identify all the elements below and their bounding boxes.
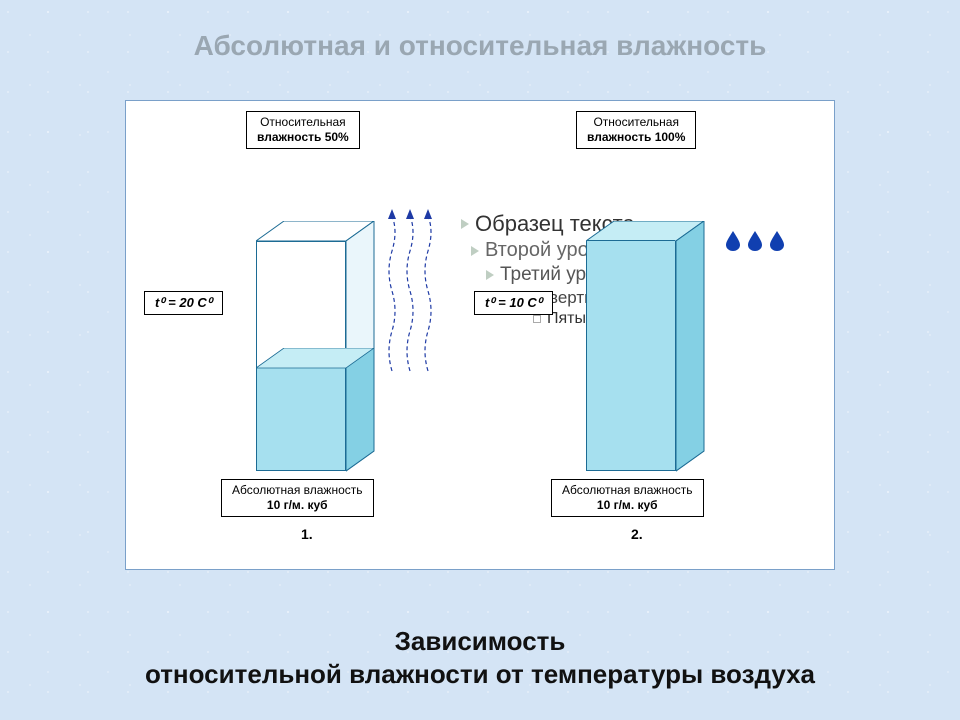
- bullet-icon: [471, 246, 479, 256]
- left-abs-humidity: Абсолютная влажность 10 г/м. куб: [221, 479, 374, 517]
- right-rel-humidity: Относительная влажность 100%: [576, 111, 696, 149]
- right-figure-num: 2.: [631, 526, 643, 542]
- bullet-icon: [533, 315, 541, 323]
- tank-right: [586, 221, 704, 471]
- right-temp: t⁰ = 10 C⁰: [474, 291, 553, 315]
- right-abs-humidity: Абсолютная влажность 10 г/м. куб: [551, 479, 704, 517]
- left-figure-num: 1.: [301, 526, 313, 542]
- left-temp: t⁰ = 20 C⁰: [144, 291, 223, 315]
- drop-icon: [770, 231, 784, 251]
- evaporation-arrows-icon: [384, 191, 439, 381]
- drop-icon: [748, 231, 762, 251]
- diagram-panel: Образец текста Второй уровень Третий уро…: [125, 100, 835, 570]
- drop-icon: [726, 231, 740, 251]
- bullet-icon: [461, 219, 469, 229]
- bullet-icon: [486, 270, 494, 280]
- tank-left: [256, 221, 374, 471]
- subtitle: Зависимость относительной влажности от т…: [0, 625, 960, 690]
- left-rel-humidity: Относительная влажность 50%: [246, 111, 360, 149]
- main-title: Абсолютная и относительная влажность: [0, 30, 960, 62]
